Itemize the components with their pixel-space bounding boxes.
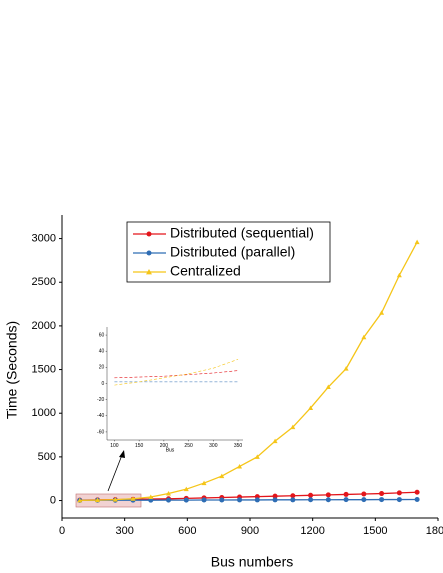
point bbox=[361, 491, 367, 497]
point bbox=[325, 497, 331, 503]
point bbox=[254, 497, 260, 503]
arrow-head bbox=[119, 450, 125, 458]
x-tick-label: 1500 bbox=[363, 525, 387, 537]
y-tick-label: 2500 bbox=[32, 276, 56, 288]
y-tick-label: 1000 bbox=[32, 407, 56, 419]
series-line bbox=[114, 359, 239, 386]
legend-marker bbox=[146, 231, 152, 237]
y-tick-label: 2000 bbox=[32, 320, 56, 332]
point bbox=[396, 490, 402, 496]
y-tick-label: 60 bbox=[99, 332, 105, 338]
point bbox=[166, 497, 172, 503]
x-tick-label: 900 bbox=[241, 525, 259, 537]
series-line bbox=[79, 498, 418, 502]
series-line bbox=[79, 491, 418, 501]
legend-marker bbox=[146, 269, 152, 275]
zoom-arrow bbox=[107, 454, 123, 492]
x-tick-label: 200 bbox=[160, 443, 169, 449]
point bbox=[290, 497, 296, 503]
point bbox=[414, 496, 420, 502]
x-tick-label: 0 bbox=[59, 525, 65, 537]
y-tick-label: 0 bbox=[50, 494, 56, 506]
point bbox=[414, 489, 420, 495]
point bbox=[219, 473, 225, 479]
y-tick-label: -20 bbox=[97, 397, 104, 403]
point bbox=[237, 497, 243, 503]
point bbox=[272, 497, 278, 503]
y-tick-label: 3000 bbox=[32, 232, 56, 244]
point bbox=[379, 491, 385, 497]
point bbox=[272, 493, 278, 499]
point bbox=[325, 492, 331, 498]
point bbox=[290, 493, 296, 499]
point bbox=[183, 497, 189, 503]
point bbox=[272, 438, 278, 444]
point bbox=[343, 366, 349, 371]
point bbox=[112, 497, 118, 502]
point bbox=[379, 310, 385, 315]
point bbox=[77, 497, 83, 503]
point bbox=[219, 497, 225, 503]
point bbox=[325, 384, 331, 390]
series-line bbox=[79, 241, 418, 502]
y-tick-label: -40 bbox=[97, 413, 104, 419]
y-tick-label: 20 bbox=[99, 365, 105, 371]
point bbox=[201, 480, 207, 486]
x-axis-label: Bus numbers bbox=[211, 554, 293, 570]
series-line bbox=[114, 370, 239, 379]
x-tick-label: 1800 bbox=[426, 525, 443, 537]
point bbox=[148, 494, 154, 500]
point bbox=[130, 496, 136, 501]
x-tick-label: 100 bbox=[110, 443, 119, 449]
point bbox=[290, 424, 296, 430]
y-tick-label: 500 bbox=[38, 451, 56, 463]
point bbox=[361, 497, 367, 503]
point bbox=[396, 272, 402, 278]
x-tick-label: 300 bbox=[209, 443, 218, 449]
point bbox=[343, 491, 349, 497]
y-tick-label: 1500 bbox=[32, 363, 56, 375]
inset-x-label: Bus bbox=[166, 447, 175, 453]
point bbox=[379, 497, 385, 503]
y-tick-label: -60 bbox=[97, 429, 104, 435]
point bbox=[343, 497, 349, 503]
legend-label: Distributed (parallel) bbox=[170, 244, 295, 260]
point bbox=[237, 463, 243, 469]
x-tick-label: 150 bbox=[135, 443, 144, 449]
legend-label: Centralized bbox=[170, 263, 241, 279]
point bbox=[308, 497, 314, 503]
y-tick-label: 40 bbox=[99, 349, 105, 355]
legend-marker bbox=[146, 250, 152, 256]
point bbox=[308, 405, 314, 410]
point bbox=[414, 239, 420, 245]
x-tick-label: 1200 bbox=[300, 525, 324, 537]
y-axis-label: Time (Seconds) bbox=[4, 321, 20, 419]
legend-label: Distributed (sequential) bbox=[170, 225, 314, 241]
point bbox=[254, 454, 260, 459]
x-tick-label: 350 bbox=[234, 443, 243, 449]
x-tick-label: 600 bbox=[178, 525, 196, 537]
x-tick-label: 250 bbox=[184, 443, 193, 449]
point bbox=[308, 492, 314, 498]
point bbox=[95, 497, 101, 503]
point bbox=[183, 486, 189, 492]
point bbox=[361, 334, 367, 340]
x-tick-label: 300 bbox=[115, 525, 133, 537]
point bbox=[201, 497, 207, 503]
point bbox=[166, 491, 172, 496]
point bbox=[396, 497, 402, 503]
y-tick-label: 0 bbox=[101, 381, 104, 387]
